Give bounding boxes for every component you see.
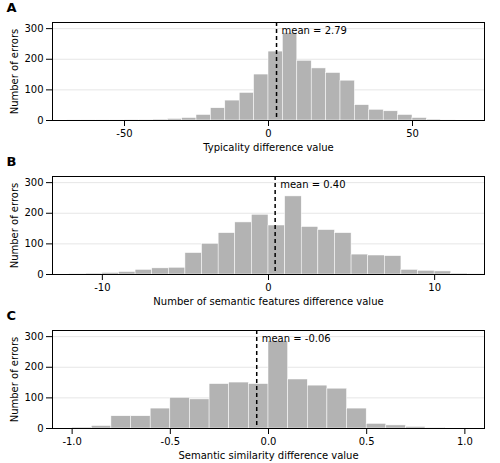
svg-text:Semantic similarity difference: Semantic similarity difference value [178,450,358,461]
svg-text:-1.0: -1.0 [62,436,82,447]
svg-text:0: 0 [265,128,271,139]
svg-text:-50: -50 [116,128,132,139]
svg-text:Number of errors: Number of errors [9,29,20,115]
svg-text:Number of errors: Number of errors [9,337,20,423]
svg-text:200: 200 [24,53,43,64]
svg-text:100: 100 [24,84,43,95]
svg-text:0: 0 [37,269,43,280]
svg-text:0.0: 0.0 [261,436,277,447]
svg-text:-10: -10 [94,282,110,293]
svg-text:Number of semantic features di: Number of semantic features difference v… [153,296,383,307]
svg-text:Typicality difference value: Typicality difference value [202,142,334,153]
svg-text:mean = 0.40: mean = 0.40 [280,179,345,190]
svg-text:B: B [7,154,17,169]
svg-text:200: 200 [24,207,43,218]
svg-text:0: 0 [37,423,43,434]
svg-text:0: 0 [265,282,271,293]
svg-text:-0.5: -0.5 [161,436,181,447]
svg-text:300: 300 [24,23,43,34]
svg-text:mean = 2.79: mean = 2.79 [282,25,347,36]
svg-text:300: 300 [24,177,43,188]
svg-text:1.0: 1.0 [457,436,473,447]
svg-text:mean = -0.06: mean = -0.06 [262,333,331,344]
svg-text:C: C [7,308,17,323]
svg-text:100: 100 [24,238,43,249]
svg-text:200: 200 [24,361,43,372]
svg-text:0: 0 [37,115,43,126]
svg-text:Number of errors: Number of errors [9,183,20,269]
svg-text:10: 10 [428,282,441,293]
svg-text:50: 50 [406,128,419,139]
svg-text:A: A [7,0,17,15]
svg-text:300: 300 [24,331,43,342]
svg-text:100: 100 [24,392,43,403]
svg-text:0.5: 0.5 [359,436,375,447]
